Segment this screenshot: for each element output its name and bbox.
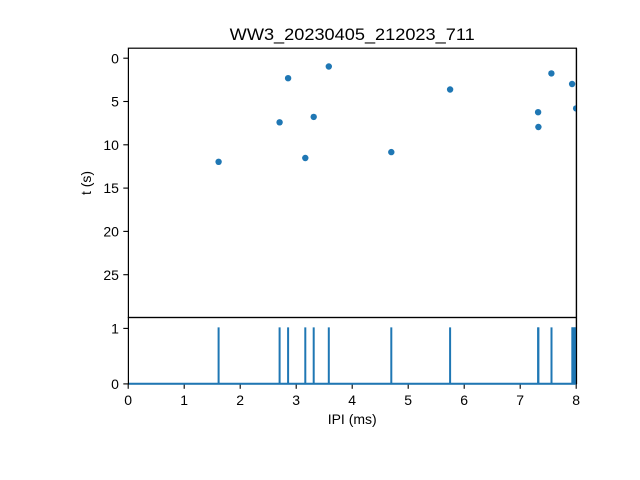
svg-text:t (s): t (s) — [78, 171, 94, 195]
svg-text:IPI (ms): IPI (ms) — [328, 411, 377, 427]
svg-text:25: 25 — [103, 267, 119, 283]
svg-text:6: 6 — [460, 392, 468, 408]
svg-text:0: 0 — [124, 392, 132, 408]
svg-text:20: 20 — [103, 224, 119, 240]
svg-text:5: 5 — [404, 392, 412, 408]
svg-text:8: 8 — [572, 392, 580, 408]
svg-text:3: 3 — [292, 392, 300, 408]
svg-text:5: 5 — [111, 94, 119, 110]
svg-text:7: 7 — [516, 392, 524, 408]
svg-text:10: 10 — [103, 137, 119, 153]
svg-text:4: 4 — [348, 392, 356, 408]
svg-text:WW3_20230405_212023_711: WW3_20230405_212023_711 — [230, 25, 475, 44]
svg-text:1: 1 — [180, 392, 188, 408]
svg-text:1: 1 — [111, 321, 119, 337]
svg-text:2: 2 — [236, 392, 244, 408]
svg-text:0: 0 — [111, 50, 119, 66]
svg-text:15: 15 — [103, 180, 119, 196]
svg-text:0: 0 — [111, 376, 119, 392]
